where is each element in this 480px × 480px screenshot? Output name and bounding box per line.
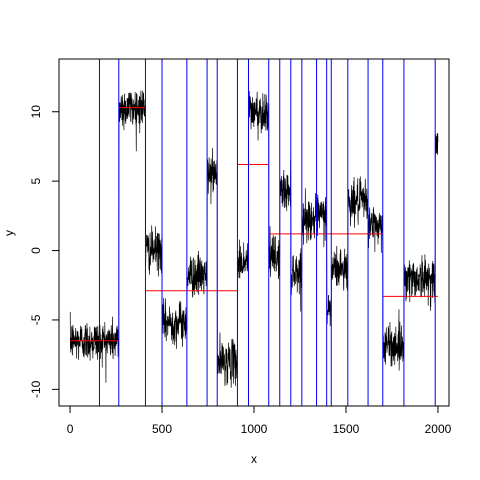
x-tick-label: 2000	[425, 422, 452, 436]
fitted-mean-layer	[70, 107, 438, 342]
y-tick-label: -10	[29, 380, 43, 398]
x-tick-label: 1000	[241, 422, 268, 436]
x-tick-label: 0	[67, 422, 74, 436]
y-axis-label: y	[2, 230, 16, 236]
y-tick-label: 10	[29, 105, 43, 119]
y-tick-label: 5	[29, 177, 43, 184]
data-series-line	[69, 90, 439, 388]
x-tick-label: 1500	[333, 422, 360, 436]
y-axis: -10 -5 0 5 10	[29, 105, 60, 398]
y-tick-label: 0	[29, 247, 43, 254]
x-axis: 0 500 1000 1500 2000	[67, 405, 452, 436]
x-tick-label: 500	[152, 422, 172, 436]
x-axis-label: x	[251, 452, 257, 466]
changepoint-layer	[98, 59, 436, 406]
y-tick-label: -5	[29, 314, 43, 325]
series-layer	[69, 90, 439, 388]
